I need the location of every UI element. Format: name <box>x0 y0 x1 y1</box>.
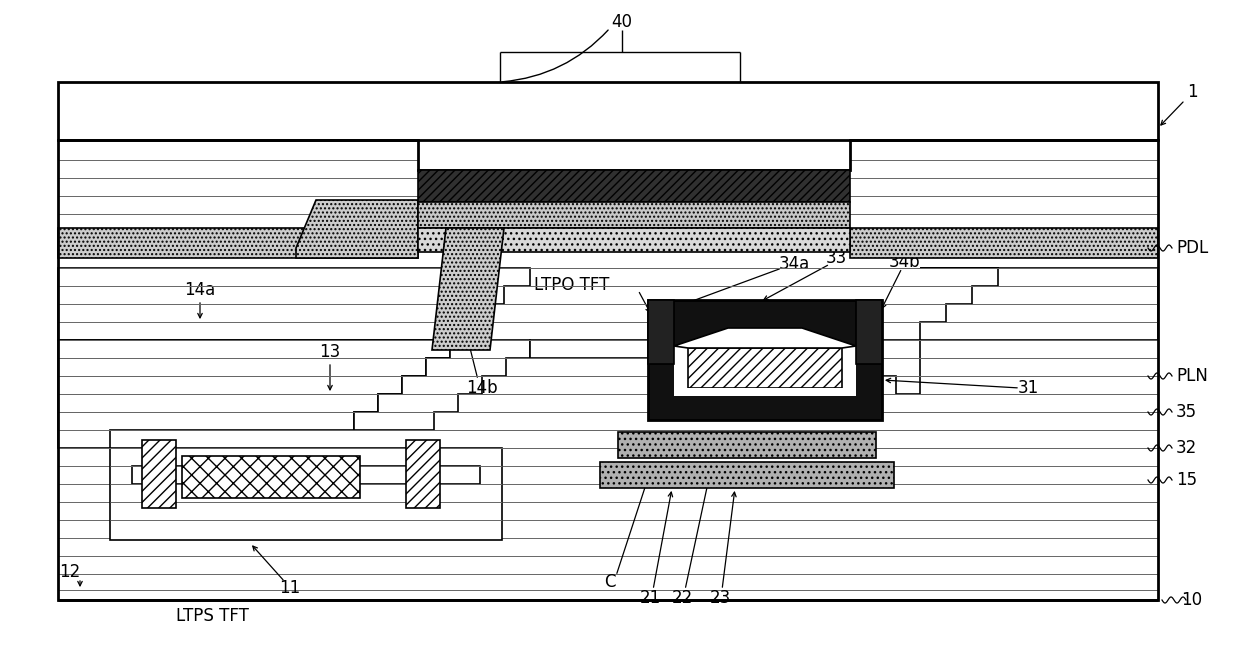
Text: LTPO TFT: LTPO TFT <box>534 276 610 294</box>
Polygon shape <box>58 82 1158 170</box>
Text: 34b: 34b <box>889 253 921 271</box>
Text: 34a: 34a <box>779 255 810 273</box>
Bar <box>143 440 176 508</box>
Text: LTPS TFT: LTPS TFT <box>176 607 248 625</box>
Bar <box>675 388 856 396</box>
Bar <box>405 440 440 508</box>
Text: PDL: PDL <box>1176 239 1208 257</box>
Text: 33: 33 <box>826 249 847 267</box>
Text: 23: 23 <box>709 589 730 607</box>
Text: 42: 42 <box>556 103 577 121</box>
Bar <box>600 462 894 488</box>
Text: 31: 31 <box>1017 379 1039 397</box>
Polygon shape <box>432 228 503 350</box>
Polygon shape <box>296 200 418 258</box>
Text: 14a: 14a <box>185 281 216 299</box>
Polygon shape <box>920 268 1158 340</box>
Text: 13: 13 <box>320 343 341 361</box>
Polygon shape <box>675 328 856 348</box>
Bar <box>675 346 856 396</box>
Bar <box>649 300 882 420</box>
Bar <box>418 228 849 252</box>
Polygon shape <box>58 268 529 340</box>
Text: 15: 15 <box>1176 471 1197 489</box>
Text: 11: 11 <box>279 579 300 597</box>
Bar <box>58 140 1158 600</box>
Text: 35: 35 <box>1176 403 1197 421</box>
Bar <box>58 140 1158 600</box>
Bar <box>688 348 842 388</box>
Text: 22: 22 <box>671 589 693 607</box>
Polygon shape <box>529 340 920 394</box>
Text: C: C <box>604 573 616 591</box>
Text: PLN: PLN <box>1176 367 1208 385</box>
Bar <box>131 466 480 484</box>
Text: 40: 40 <box>611 13 632 31</box>
Text: 14b: 14b <box>466 379 497 397</box>
Polygon shape <box>58 340 450 448</box>
Text: 21: 21 <box>640 589 661 607</box>
Bar <box>58 228 418 258</box>
Bar <box>856 300 882 364</box>
Text: 43: 43 <box>627 99 649 117</box>
Text: 41: 41 <box>480 103 501 121</box>
Text: 10: 10 <box>1182 591 1203 609</box>
Bar <box>182 456 360 498</box>
Bar <box>849 228 1158 258</box>
Bar <box>110 448 502 540</box>
Bar <box>418 170 849 202</box>
Text: 1: 1 <box>1187 83 1198 101</box>
Text: 12: 12 <box>60 563 81 581</box>
Bar <box>618 432 875 458</box>
Bar <box>418 202 849 228</box>
Bar <box>649 300 675 364</box>
Text: 32: 32 <box>1176 439 1198 457</box>
Polygon shape <box>353 340 529 430</box>
